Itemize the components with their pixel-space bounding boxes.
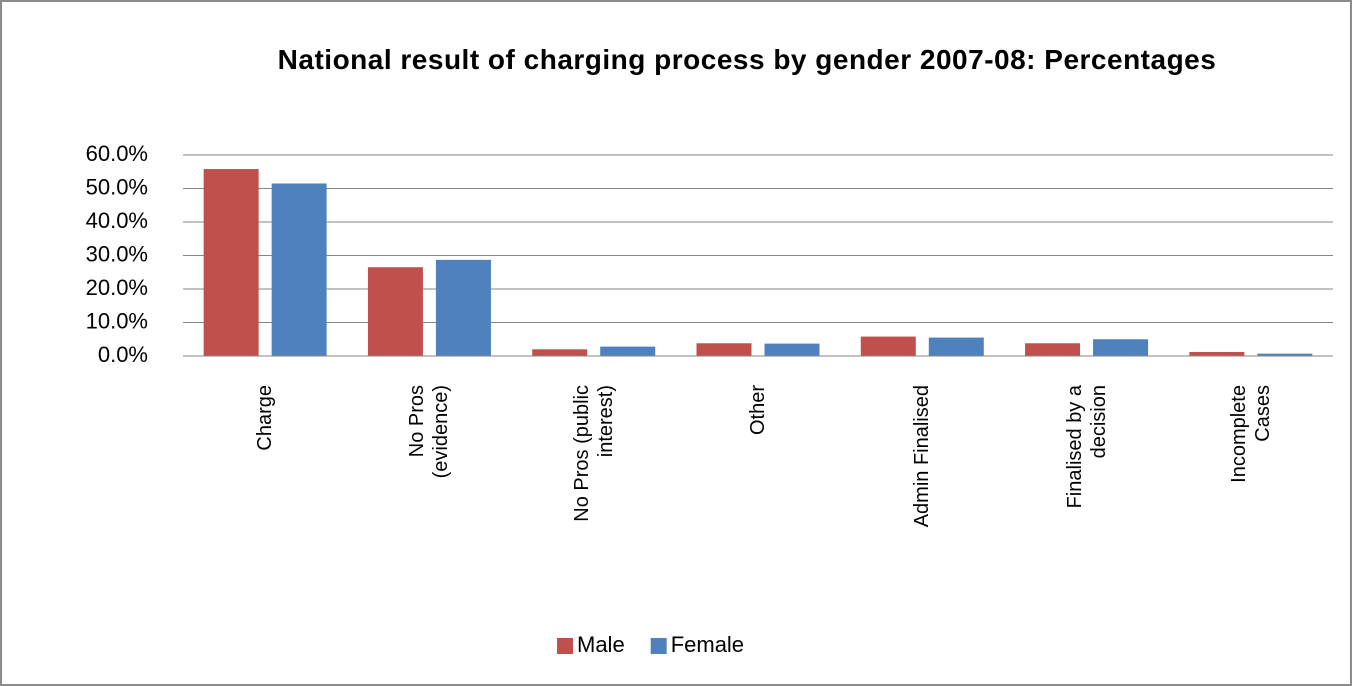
bar [928, 337, 984, 356]
y-tick-label: 20.0% [86, 275, 148, 300]
x-tick-label: Other [747, 385, 769, 436]
legend-swatch [557, 638, 573, 654]
x-tick-label: Finalised by a decision [1063, 385, 1110, 509]
legend-label: Female [671, 632, 744, 657]
x-tick-label: No Pros (public interest) [570, 385, 617, 522]
x-tick-label: Incomplete Cases [1227, 385, 1274, 483]
y-tick-label: 40.0% [86, 208, 148, 233]
bar [600, 346, 656, 356]
y-tick-label: 30.0% [86, 241, 148, 266]
y-tick-label: 50.0% [86, 174, 148, 199]
y-tick-label: 60.0% [86, 141, 148, 166]
bar [1257, 353, 1313, 356]
bar [203, 169, 259, 356]
legend-swatch [650, 638, 667, 654]
bar [532, 349, 588, 356]
bar [696, 343, 752, 356]
bar [860, 336, 916, 356]
x-tick-label: Admin Finalised [911, 385, 934, 528]
bar [1189, 351, 1245, 356]
x-tick-label: Charge [254, 385, 277, 451]
bar [367, 267, 423, 356]
bar [1025, 343, 1081, 356]
y-tick-label: 0.0% [98, 342, 148, 367]
bar [1093, 339, 1149, 356]
y-tick-label: 10.0% [86, 308, 148, 333]
chart-title: National result of charging process by g… [277, 44, 1217, 75]
bar [435, 259, 491, 356]
bar [271, 183, 327, 356]
x-tick-label: No Pros (evidence) [406, 385, 453, 479]
legend-label: Male [577, 632, 625, 657]
bar [764, 343, 820, 356]
